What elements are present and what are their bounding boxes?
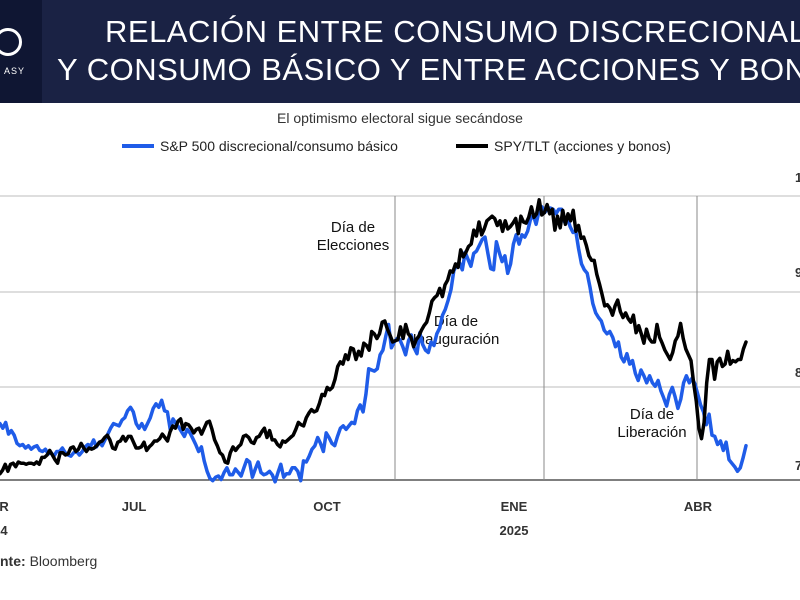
chart-title: El optimismo electoral sigue secándose bbox=[277, 110, 523, 126]
legend-swatch-black bbox=[456, 144, 488, 148]
annotation-line1-0: Día de bbox=[331, 219, 375, 236]
legend-item-spy-tlt: SPY/TLT (acciones y bonos) bbox=[456, 138, 671, 154]
series-line-0 bbox=[0, 205, 748, 484]
x-tick-label-0: R bbox=[0, 499, 9, 514]
x-tick-label-1: JUL bbox=[122, 499, 147, 514]
series-line-1 bbox=[0, 198, 748, 476]
legend-label-spy-tlt: SPY/TLT (acciones y bonos) bbox=[494, 138, 671, 154]
legend-item-discretionary: S&P 500 discrecional/consumo básico bbox=[122, 138, 398, 154]
x-tick-label-2: OCT bbox=[313, 499, 341, 514]
annotation-line1-1: Día de bbox=[434, 313, 478, 330]
legend-label-discretionary: S&P 500 discrecional/consumo básico bbox=[160, 138, 398, 154]
x-tick-year-3: 2025 bbox=[500, 523, 529, 538]
annotation-line2-2: Liberación bbox=[617, 424, 686, 441]
annotation-line1-2: Día de bbox=[630, 406, 674, 423]
header-banner: ASY RELACIÓN ENTRE CONSUMO DISCRECIONAL … bbox=[0, 0, 800, 103]
x-tick-label-4: ABR bbox=[684, 499, 713, 514]
source-label: nte: bbox=[0, 553, 26, 569]
annotation-line2-1: Inauguración bbox=[413, 331, 500, 348]
legend-swatch-blue bbox=[122, 144, 154, 148]
y-tick-label-0: 1 bbox=[795, 170, 800, 185]
annotation-line2-0: Elecciones bbox=[317, 237, 390, 254]
y-tick-label-1: 9 bbox=[795, 265, 800, 280]
y-tick-label-2: 8 bbox=[795, 365, 800, 380]
title-line-1: RELACIÓN ENTRE CONSUMO DISCRECIONAL bbox=[105, 14, 800, 49]
title-line-2: Y CONSUMO BÁSICO Y ENTRE ACCIONES Y BONO… bbox=[57, 52, 800, 87]
brand-logo-icon bbox=[0, 28, 22, 56]
y-tick-label-3: 7 bbox=[795, 458, 800, 473]
brand-panel: ASY bbox=[0, 0, 42, 103]
source-note: nte: Bloomberg bbox=[0, 553, 97, 569]
x-tick-label-3: ENE bbox=[501, 499, 528, 514]
x-tick-year-0: 4 bbox=[0, 523, 8, 538]
source-value: Bloomberg bbox=[29, 553, 98, 569]
brand-text: ASY bbox=[4, 66, 26, 76]
